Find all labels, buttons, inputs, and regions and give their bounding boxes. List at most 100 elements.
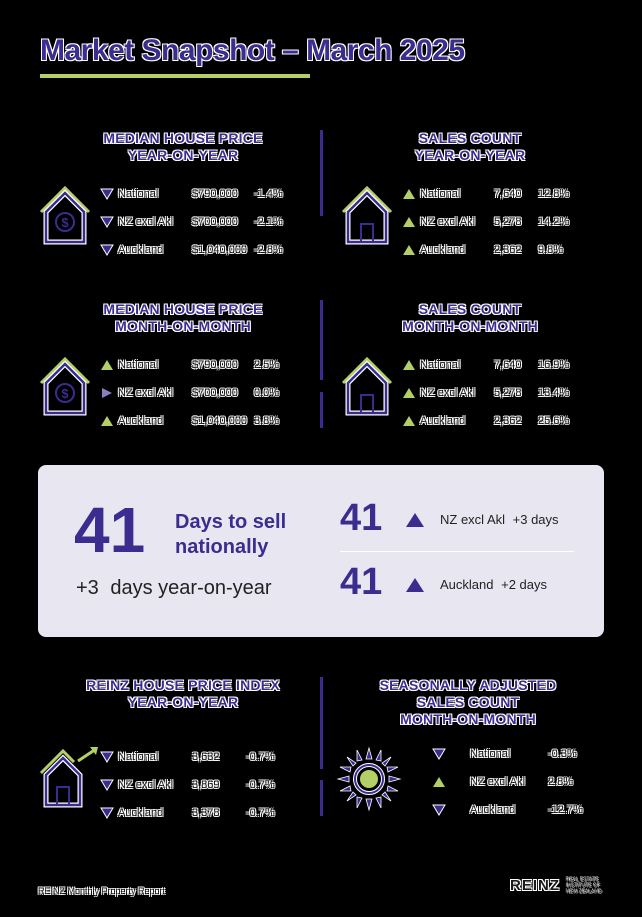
quadrant-title-line1: SALES COUNT — [418, 130, 522, 146]
divider-bottom-2 — [320, 780, 323, 816]
quadrant-title: MEDIAN HOUSE PRICE MONTH-ON-MONTH — [38, 301, 328, 335]
quadrant-title-line3: MONTH-ON-MONTH — [400, 711, 536, 727]
reinz-logo-subtitle: REAL ESTATE INSTITUTE OF NEW ZEALAND — [566, 877, 603, 895]
house-icon — [341, 356, 393, 416]
quadrant-title-line2: MONTH-ON-MONTH — [115, 318, 251, 334]
reinz-logo: REINZ — [510, 877, 560, 894]
house-growth-icon — [39, 747, 98, 808]
svg-text:$: $ — [61, 386, 69, 401]
quadrant-title-line1: SEASONALLY ADJUSTED — [379, 677, 557, 693]
row-label: National — [420, 188, 461, 200]
row-value: 3,632 — [192, 751, 220, 763]
arrow-up-icon — [96, 415, 118, 427]
arrow-down-icon — [96, 751, 118, 763]
yoy-label: days year-on-year — [110, 577, 272, 599]
stat-row: NZ excl Akl $700,000 -2.1% — [96, 208, 283, 236]
yoy-change: +3 — [76, 577, 99, 599]
row-value: 2,362 — [494, 244, 522, 256]
row-value: $790,000 — [192, 359, 238, 371]
stat-row: NZ excl Akl 3,869 -0.7% — [96, 771, 275, 799]
row-change: 3.8% — [254, 415, 280, 427]
arrow-up-icon — [406, 578, 424, 592]
arrow-down-icon — [96, 244, 118, 256]
quadrant-sales-count-mom: SALES COUNT MONTH-ON-MONTH National 7,64… — [340, 301, 600, 443]
headline-line1: Days to sell — [175, 511, 287, 533]
arrow-up-icon — [398, 188, 420, 200]
row-label: NZ excl Akl — [118, 216, 174, 228]
page-title: Market Snapshot – March 2025 — [40, 34, 465, 67]
sun-icon — [336, 746, 402, 812]
quadrant-title: SALES COUNT YEAR-ON-YEAR — [340, 130, 600, 164]
quadrant-title-line1: SALES COUNT — [418, 301, 522, 317]
region-change-value: +3 days — [512, 512, 559, 527]
arrow-down-icon — [96, 188, 118, 200]
quadrant-title-line2: MONTH-ON-MONTH — [402, 318, 538, 334]
row-value: 5,278 — [494, 387, 522, 399]
row-change: 2.8% — [548, 776, 574, 788]
stat-row: National 3,632 -0.7% — [96, 743, 275, 771]
row-change: -0.7% — [246, 807, 275, 819]
row-change: 9.8% — [538, 244, 564, 256]
region-label: Auckland — [440, 577, 494, 592]
row-label: NZ excl Akl — [118, 779, 174, 791]
row-value: 5,278 — [494, 216, 522, 228]
house-icon — [341, 185, 393, 245]
yoy-line: +3 days year-on-year — [76, 577, 272, 600]
house-dollar-icon: $ — [39, 185, 91, 245]
row-change: 25.6% — [538, 415, 570, 427]
row-value: $790,000 — [192, 188, 238, 200]
stat-row: National $790,000 -1.4% — [96, 180, 283, 208]
arrow-down-icon — [428, 748, 450, 760]
region-change-value: +2 days — [501, 577, 548, 592]
title-underline — [40, 74, 310, 78]
quadrant-title: MEDIAN HOUSE PRICE YEAR-ON-YEAR — [38, 130, 328, 164]
stat-row: National 7,640 16.9% — [398, 351, 569, 379]
stat-row: National -0.3% — [428, 740, 583, 768]
stat-row: Auckland $1,040,000 -2.8% — [96, 236, 283, 264]
row-value: 7,640 — [494, 188, 522, 200]
stat-row: NZ excl Akl 5,278 13.4% — [398, 379, 569, 407]
row-value: 3,378 — [192, 807, 220, 819]
stat-row: National 7,640 12.8% — [398, 180, 569, 208]
stat-row: NZ excl Akl 5,278 14.2% — [398, 208, 569, 236]
row-label: National — [470, 748, 511, 760]
row-value: $700,000 — [192, 387, 238, 399]
row-label: NZ excl Akl — [470, 776, 526, 788]
row-value: 3,869 — [192, 779, 220, 791]
region-change: Auckland +2 days — [440, 577, 547, 592]
row-change: 14.2% — [538, 216, 570, 228]
row-change: 16.9% — [538, 359, 570, 371]
divider-bottom — [320, 677, 323, 769]
arrow-up-icon — [398, 244, 420, 256]
region-days-number: 41 — [340, 497, 383, 539]
svg-text:$: $ — [61, 215, 69, 230]
arrow-up-icon — [428, 776, 450, 788]
divider-mid-2 — [320, 392, 323, 428]
arrow-up-icon — [398, 387, 420, 399]
row-label: Auckland — [118, 244, 164, 256]
region-days-number: 41 — [340, 561, 383, 603]
row-label: NZ excl Akl — [420, 216, 476, 228]
row-label: Auckland — [420, 415, 466, 427]
days-to-sell-headline: Days to sell nationally — [175, 510, 286, 560]
stat-row: Auckland 2,362 9.8% — [398, 236, 569, 264]
arrow-up-icon — [398, 359, 420, 371]
quadrant-median-price-mom: MEDIAN HOUSE PRICE MONTH-ON-MONTH $ Nati… — [38, 301, 328, 443]
row-value: $1,040,000 — [192, 415, 248, 427]
row-change: 2.5% — [254, 359, 280, 371]
row-change: -0.7% — [246, 751, 275, 763]
region-label: NZ excl Akl — [440, 512, 506, 527]
quadrant-title: SEASONALLY ADJUSTED SALES COUNT MONTH-ON… — [328, 677, 608, 728]
row-label: National — [118, 751, 159, 763]
arrow-down-icon — [428, 804, 450, 816]
quadrant-title-line2: YEAR-ON-YEAR — [414, 147, 526, 163]
row-value: 2,362 — [494, 415, 522, 427]
row-value: 7,640 — [494, 359, 522, 371]
row-label: NZ excl Akl — [420, 387, 476, 399]
quadrant-seasonally-adjusted: SEASONALLY ADJUSTED SALES COUNT MONTH-ON… — [328, 677, 608, 832]
row-change: -12.7% — [548, 804, 583, 816]
arrow-flat-icon — [96, 387, 118, 399]
row-change: -0.3% — [548, 748, 577, 760]
stat-row: Auckland 2,362 25.6% — [398, 407, 569, 435]
arrow-up-icon — [398, 415, 420, 427]
